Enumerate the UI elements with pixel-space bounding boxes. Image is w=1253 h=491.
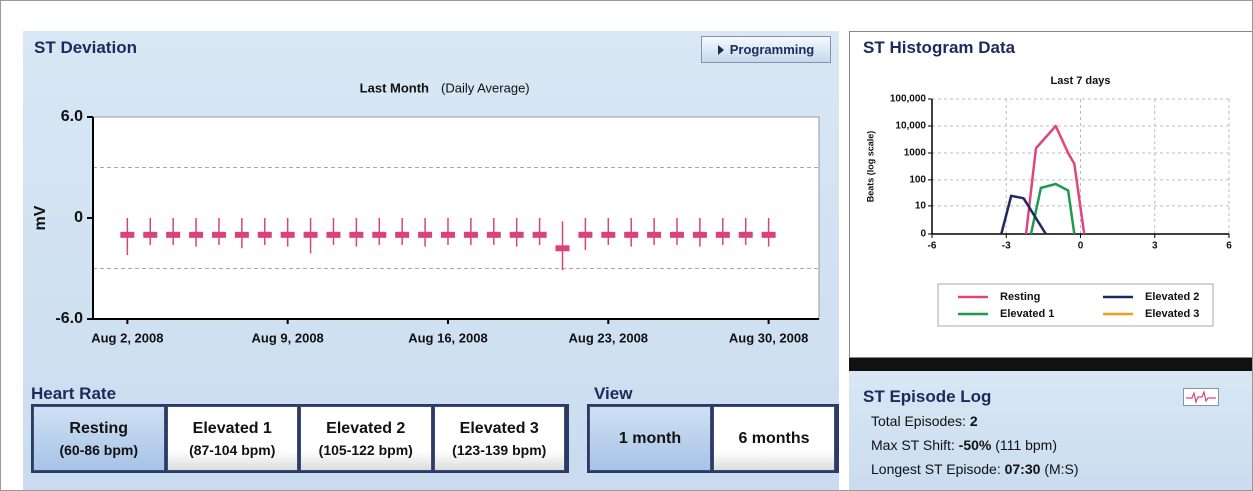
log-label: Longest ST Episode: bbox=[871, 461, 1001, 477]
log-value: 2 bbox=[969, 413, 978, 429]
button-range: (60-86 bpm) bbox=[59, 441, 139, 458]
log-value: 07:30 bbox=[1004, 461, 1041, 477]
button-label: Programming bbox=[729, 42, 815, 57]
button-label: Resting bbox=[69, 419, 129, 437]
section-title: Heart Rate bbox=[31, 384, 117, 403]
log-line: Max ST Shift: -50% (111 bpm) bbox=[871, 437, 1057, 453]
heart-rate-button[interactable]: Resting (60-86 bpm) bbox=[33, 406, 165, 471]
view-button[interactable]: 1 month bbox=[589, 406, 711, 471]
heart-rate-button[interactable]: Elevated 2 (105-122 bpm) bbox=[300, 406, 432, 471]
programming-button[interactable]: Programming bbox=[701, 36, 831, 63]
log-line: Longest ST Episode: 07:30 (M:S) bbox=[871, 461, 1079, 477]
log-extra: (M:S) bbox=[1044, 461, 1079, 477]
button-label: 1 month bbox=[618, 429, 682, 447]
heart-rate-button[interactable]: Elevated 3 (123-139 bpm) bbox=[433, 406, 565, 471]
log-line: Total Episodes: 2 bbox=[871, 413, 978, 429]
play-icon bbox=[717, 44, 724, 55]
button-label: Elevated 1 bbox=[192, 419, 272, 437]
panel-title: ST Histogram Data bbox=[863, 38, 1016, 57]
button-range: (87-104 bpm) bbox=[189, 441, 276, 458]
log-value: -50% bbox=[958, 437, 992, 453]
heart-rate-buttons: Resting (60-86 bpm) Elevated 1 (87-104 bpm)… bbox=[31, 404, 569, 473]
log-label: Max ST Shift: bbox=[871, 437, 955, 453]
panel-title: ST Episode Log bbox=[863, 387, 992, 406]
button-range: (105-122 bpm) bbox=[318, 441, 413, 458]
button-label: Elevated 2 bbox=[326, 419, 406, 437]
section-title: View bbox=[594, 384, 633, 403]
log-label: Total Episodes: bbox=[871, 413, 966, 429]
button-range: (123-139 bpm) bbox=[452, 441, 547, 458]
episode-icon[interactable] bbox=[1183, 388, 1219, 406]
histogram-panel bbox=[849, 31, 1252, 358]
button-label: Elevated 3 bbox=[459, 419, 539, 437]
panel-title: ST Deviation bbox=[34, 38, 137, 57]
separator bbox=[849, 358, 1252, 371]
view-buttons: 1 month 6 months bbox=[587, 404, 839, 473]
view-button[interactable]: 6 months bbox=[713, 406, 835, 471]
heart-rate-button[interactable]: Elevated 1 (87-104 bpm) bbox=[166, 406, 298, 471]
button-label: 6 months bbox=[738, 429, 810, 447]
log-extra: (111 bpm) bbox=[995, 437, 1057, 453]
